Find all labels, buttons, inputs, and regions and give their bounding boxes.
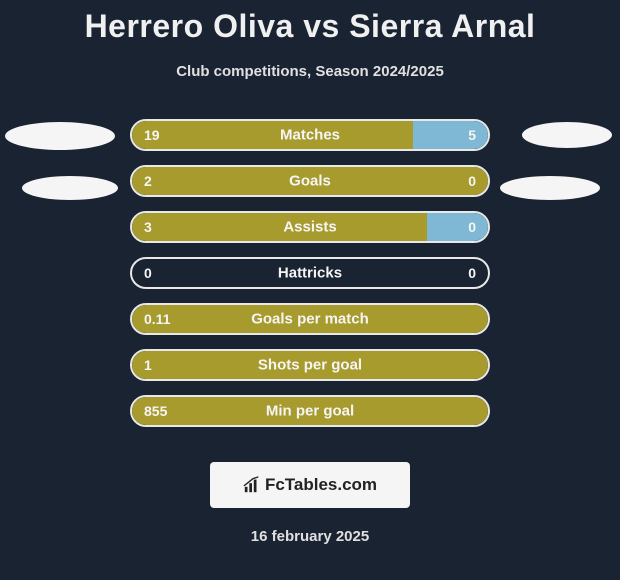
vs-text: vs	[303, 8, 340, 44]
date-label: 16 february 2025	[0, 528, 620, 545]
page-title: Herrero Oliva vs Sierra Arnal	[0, 0, 620, 45]
stat-label: Shots per goal	[132, 357, 488, 374]
stats-container: 195Matches 20Goals 30Assists 00Hattricks 0.1…	[0, 112, 620, 434]
stat-row: 1Shots per goal	[0, 342, 620, 388]
stat-bar: 00Hattricks	[130, 257, 490, 289]
stat-row: 195Matches	[0, 112, 620, 158]
stat-label: Min per goal	[132, 403, 488, 420]
chart-icon	[243, 476, 261, 494]
stat-row: 20Goals	[0, 158, 620, 204]
logo-text: FcTables.com	[265, 475, 377, 495]
stat-row: 855Min per goal	[0, 388, 620, 434]
player2-name: Sierra Arnal	[349, 8, 535, 44]
stat-row: 30Assists	[0, 204, 620, 250]
stat-row: 0.11Goals per match	[0, 296, 620, 342]
stat-bar: 855Min per goal	[130, 395, 490, 427]
stat-row: 00Hattricks	[0, 250, 620, 296]
stat-label: Goals	[132, 173, 488, 190]
stat-bar: 195Matches	[130, 119, 490, 151]
player1-name: Herrero Oliva	[85, 8, 294, 44]
logo-box: FcTables.com	[210, 462, 410, 508]
stat-label: Goals per match	[132, 311, 488, 328]
stat-bar: 1Shots per goal	[130, 349, 490, 381]
stat-bar: 30Assists	[130, 211, 490, 243]
stat-label: Assists	[132, 219, 488, 236]
stat-bar: 20Goals	[130, 165, 490, 197]
logo: FcTables.com	[243, 475, 377, 495]
stat-label: Hattricks	[132, 265, 488, 282]
stat-bar: 0.11Goals per match	[130, 303, 490, 335]
stat-label: Matches	[132, 127, 488, 144]
subtitle: Club competitions, Season 2024/2025	[0, 63, 620, 80]
